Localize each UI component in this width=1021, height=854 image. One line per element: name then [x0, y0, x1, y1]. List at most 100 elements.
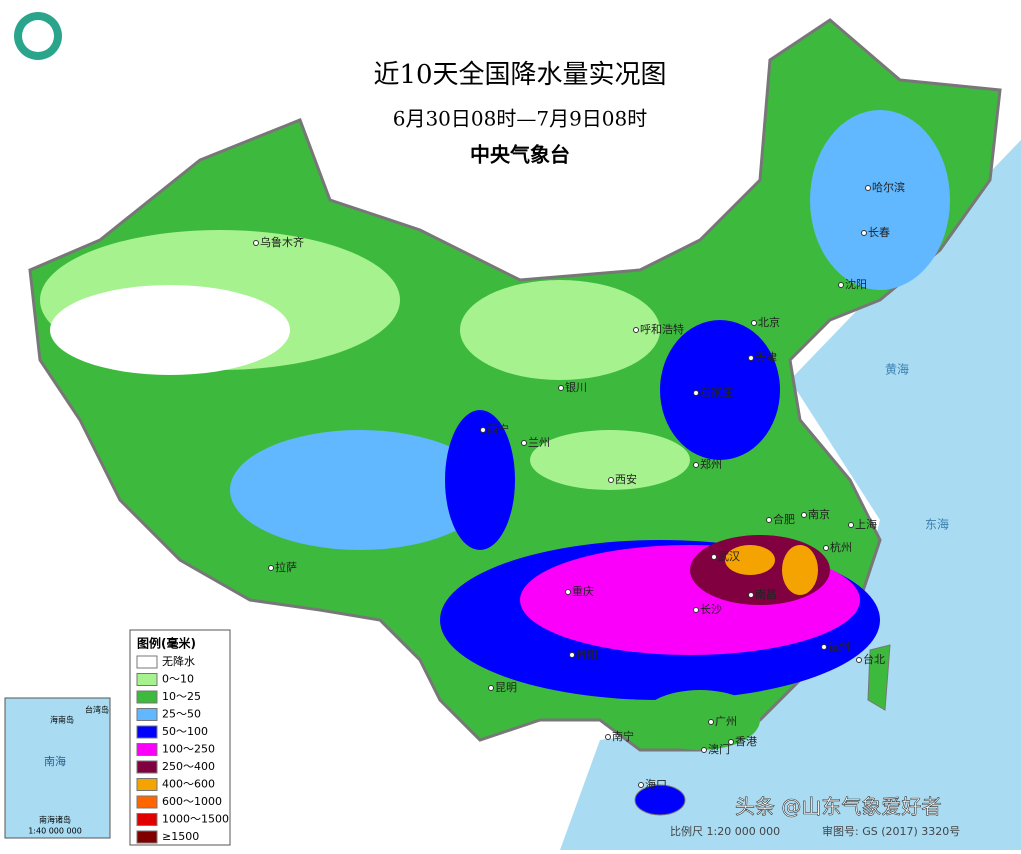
legend-swatch — [136, 830, 158, 844]
footer-approval: 审图号: GS (2017) 3320号 — [822, 824, 960, 838]
legend-label: 250～400 — [162, 760, 215, 773]
region-light-rain — [530, 430, 690, 490]
legend-swatch — [136, 690, 158, 704]
city-dot — [608, 477, 614, 483]
legend-swatch — [136, 760, 158, 774]
city-dot — [838, 282, 844, 288]
inset — [4, 697, 111, 839]
region-no-rain — [50, 285, 290, 375]
city-dot — [748, 592, 754, 598]
legend-swatch — [136, 673, 158, 686]
legend-label: 0～10 — [162, 673, 194, 686]
city-dot — [521, 440, 527, 446]
city-label: 乌鲁木齐 — [260, 235, 304, 249]
region-400 — [782, 545, 818, 595]
city-label: 昆明 — [495, 681, 517, 694]
city-label: 天津 — [755, 351, 777, 364]
city-dot — [558, 385, 564, 391]
legend-label: ≥1500 — [162, 830, 199, 843]
city-dot — [701, 747, 707, 753]
footer-scale: 比例尺 1:20 000 000 — [670, 824, 780, 838]
region-heavy — [445, 410, 515, 550]
legend-swatch — [136, 725, 158, 739]
city-dot — [253, 240, 259, 246]
legend-swatch — [136, 795, 158, 809]
inset-title: 南海诸岛 — [39, 815, 71, 825]
ocean — [560, 140, 1021, 850]
legend-label: 10～25 — [162, 690, 201, 703]
city-dot — [748, 355, 754, 361]
city-dot — [711, 554, 717, 560]
legend-swatch — [136, 655, 158, 669]
city-label: 长沙 — [700, 603, 722, 616]
region-400 — [725, 545, 775, 575]
city-label: 杭州 — [830, 540, 852, 554]
legend-label: 400～600 — [162, 778, 215, 791]
city-dot — [801, 512, 807, 518]
city-label: 澳门 — [708, 742, 730, 756]
city-label: 南昌 — [755, 588, 777, 601]
legend-label: 1000～1500 — [162, 813, 229, 826]
city-dot — [268, 565, 274, 571]
logo — [22, 20, 54, 52]
city-label: 长春 — [868, 226, 890, 239]
city-label: 福州 — [828, 639, 850, 653]
city-label: 西宁 — [487, 422, 509, 436]
city-dot — [569, 652, 575, 658]
inset-scale: 1:40 000 000 — [28, 827, 82, 836]
inset-label: 南海 — [44, 754, 66, 768]
city-dot — [751, 320, 757, 326]
city-label: 南宁 — [612, 729, 634, 743]
city-dot — [848, 522, 854, 528]
city-label: 北京 — [758, 315, 780, 329]
legend-label: 无降水 — [162, 654, 195, 668]
city-dot — [693, 390, 699, 396]
city-dot — [708, 719, 714, 725]
city-label: 香港 — [735, 735, 757, 748]
city-label: 武汉 — [718, 550, 740, 563]
hainan — [634, 784, 686, 816]
inset-label: 台湾岛 — [85, 705, 109, 715]
region-rain — [640, 690, 760, 750]
city-label: 重庆 — [572, 584, 594, 598]
city-dot — [480, 427, 486, 433]
watermark: 头条 @山东气象爱好者 — [735, 795, 941, 819]
legend-swatch — [136, 743, 158, 756]
title: 近10天全国降水量实况图 — [373, 60, 666, 90]
city-dot — [693, 607, 699, 613]
city-label: 西安 — [615, 472, 637, 486]
legend-label: 50～100 — [162, 725, 208, 738]
region-moderate — [810, 110, 950, 290]
city-dot — [823, 545, 829, 551]
taiwan — [867, 644, 891, 711]
city-label: 南京 — [808, 507, 830, 521]
legend-swatch — [136, 813, 158, 826]
city-label: 沈阳 — [845, 277, 867, 291]
legend-label: 600～1000 — [162, 795, 222, 808]
city-dot — [693, 462, 699, 468]
region-moderate — [230, 430, 490, 550]
legend-items: 无降水 0～10 10～25 25～50 50～100 100～250 250～400 400… — [136, 654, 229, 844]
city-label: 广州 — [715, 715, 737, 728]
city-label: 哈尔滨 — [872, 180, 905, 194]
city-dot — [638, 782, 644, 788]
region-heavy — [660, 320, 780, 460]
city-label: 呼和浩特 — [640, 322, 684, 336]
city-dot — [865, 185, 871, 191]
subtitle: 6月30日08时—7月9日08时 — [393, 107, 648, 131]
legend-swatch — [136, 708, 158, 721]
city-dot — [728, 739, 734, 745]
sea-label: 东海 — [925, 517, 949, 532]
city-label: 兰州 — [528, 436, 550, 449]
city-label: 银川 — [565, 380, 587, 394]
legend-label: 100～250 — [162, 743, 215, 756]
inset-label: 海南岛 — [50, 715, 74, 725]
city-label: 海口 — [645, 777, 667, 791]
city-dot — [861, 230, 867, 236]
agency: 中央气象台 — [470, 143, 570, 167]
city-label: 石家庄 — [700, 385, 733, 399]
city-label: 上海 — [855, 517, 877, 531]
city-dot — [565, 589, 571, 595]
